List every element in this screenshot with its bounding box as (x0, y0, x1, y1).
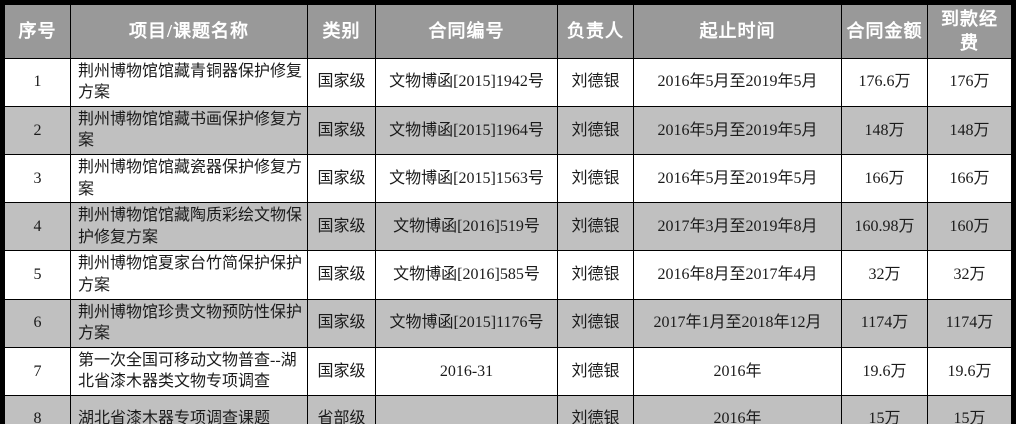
column-header-period: 起止时间 (633, 4, 842, 59)
cell-contract_no: 文物博函[2015]1176号 (375, 298, 558, 348)
column-header-name: 项目/课题名称 (70, 4, 308, 59)
cell-name: 荆州博物馆馆藏陶质彩绘文物保护修复方案 (70, 202, 308, 252)
cell-index: 8 (4, 394, 71, 424)
cell-leader: 刘德银 (557, 250, 634, 300)
cell-received: 148万 (927, 105, 1012, 155)
cell-name: 荆州博物馆珍贵文物预防性保护方案 (70, 298, 308, 348)
cell-contract_no: 文物博函[2016]519号 (375, 202, 558, 252)
column-header-index: 序号 (4, 4, 71, 59)
cell-index: 3 (4, 153, 71, 204)
cell-amount: 32万 (841, 250, 928, 300)
cell-category: 国家级 (307, 250, 376, 300)
cell-amount: 1174万 (841, 298, 928, 348)
cell-contract_no: 2016-31 (375, 346, 558, 396)
cell-contract_no: 文物博函[2015]1563号 (375, 153, 558, 204)
table-row: 3 荆州博物馆馆藏瓷器保护修复方案 国家级 文物博函[2015]1563号 刘德银 201… (4, 153, 1012, 204)
cell-index: 6 (4, 298, 71, 348)
cell-received: 15万 (927, 394, 1012, 424)
cell-leader: 刘德银 (557, 57, 634, 107)
cell-contract_no (375, 394, 558, 424)
column-header-amount: 合同金额 (841, 4, 928, 59)
cell-name: 荆州博物馆馆藏书画保护修复方案 (70, 105, 308, 155)
cell-period: 2017年1月至2018年12月 (633, 298, 842, 348)
cell-contract_no: 文物博函[2016]585号 (375, 250, 558, 300)
cell-name: 湖北省漆木器专项调查课题 (70, 394, 308, 424)
cell-period: 2016年5月至2019年5月 (633, 57, 842, 107)
cell-amount: 176.6万 (841, 57, 928, 107)
cell-category: 国家级 (307, 57, 376, 107)
cell-name: 荆州博物馆馆藏青铜器保护修复方案 (70, 57, 308, 107)
table-row: 1 荆州博物馆馆藏青铜器保护修复方案 国家级 文物博函[2015]1942号 刘德银 20… (4, 57, 1012, 107)
cell-period: 2016年5月至2019年5月 (633, 105, 842, 155)
cell-name: 荆州博物馆夏家台竹简保护保护方案 (70, 250, 308, 300)
cell-contract_no: 文物博函[2015]1942号 (375, 57, 558, 107)
table-row: 7 第一次全国可移动文物普查--湖北省漆木器类文物专项调查 国家级 2016-31 刘德… (4, 346, 1012, 396)
cell-period: 2016年 (633, 346, 842, 396)
column-header-leader: 负责人 (557, 4, 634, 59)
cell-period: 2016年8月至2017年4月 (633, 250, 842, 300)
projects-table: 序号 项目/课题名称 类别 合同编号 负责人 起止时间 合同金额 到款经费 1 荆州博物馆馆藏青… (4, 4, 1012, 424)
cell-amount: 19.6万 (841, 346, 928, 396)
table-row: 8 湖北省漆木器专项调查课题 省部级 刘德银 2016年 15万 15万 (4, 394, 1012, 424)
cell-received: 166万 (927, 153, 1012, 204)
cell-index: 7 (4, 346, 71, 396)
cell-amount: 148万 (841, 105, 928, 155)
cell-category: 国家级 (307, 202, 376, 252)
cell-amount: 160.98万 (841, 202, 928, 252)
cell-received: 160万 (927, 202, 1012, 252)
table-header: 序号 项目/课题名称 类别 合同编号 负责人 起止时间 合同金额 到款经费 (4, 4, 1012, 59)
cell-leader: 刘德银 (557, 394, 634, 424)
cell-index: 2 (4, 105, 71, 155)
cell-period: 2016年 (633, 394, 842, 424)
cell-period: 2017年3月至2019年8月 (633, 202, 842, 252)
cell-category: 国家级 (307, 298, 376, 348)
cell-leader: 刘德银 (557, 202, 634, 252)
cell-received: 176万 (927, 57, 1012, 107)
cell-category: 省部级 (307, 394, 376, 424)
cell-index: 4 (4, 202, 71, 252)
table-row: 4 荆州博物馆馆藏陶质彩绘文物保护修复方案 国家级 文物博函[2016]519号 刘德银… (4, 202, 1012, 252)
cell-index: 1 (4, 57, 71, 107)
cell-category: 国家级 (307, 346, 376, 396)
cell-category: 国家级 (307, 153, 376, 204)
cell-received: 1174万 (927, 298, 1012, 348)
cell-leader: 刘德银 (557, 153, 634, 204)
cell-amount: 166万 (841, 153, 928, 204)
table-body: 1 荆州博物馆馆藏青铜器保护修复方案 国家级 文物博函[2015]1942号 刘德银 20… (4, 57, 1012, 424)
column-header-category: 类别 (307, 4, 376, 59)
cell-category: 国家级 (307, 105, 376, 155)
cell-leader: 刘德银 (557, 105, 634, 155)
cell-received: 19.6万 (927, 346, 1012, 396)
cell-name: 第一次全国可移动文物普查--湖北省漆木器类文物专项调查 (70, 346, 308, 396)
cell-received: 32万 (927, 250, 1012, 300)
cell-name: 荆州博物馆馆藏瓷器保护修复方案 (70, 153, 308, 204)
table-row: 6 荆州博物馆珍贵文物预防性保护方案 国家级 文物博函[2015]1176号 刘德银 20… (4, 298, 1012, 348)
cell-index: 5 (4, 250, 71, 300)
cell-period: 2016年5月至2019年5月 (633, 153, 842, 204)
cell-leader: 刘德银 (557, 346, 634, 396)
table-row: 2 荆州博物馆馆藏书画保护修复方案 国家级 文物博函[2015]1964号 刘德银 201… (4, 105, 1012, 155)
cell-contract_no: 文物博函[2015]1964号 (375, 105, 558, 155)
column-header-received: 到款经费 (927, 4, 1012, 59)
table-row: 5 荆州博物馆夏家台竹简保护保护方案 国家级 文物博函[2016]585号 刘德银 201… (4, 250, 1012, 300)
cell-leader: 刘德银 (557, 298, 634, 348)
cell-amount: 15万 (841, 394, 928, 424)
column-header-contract_no: 合同编号 (375, 4, 558, 59)
header-row: 序号 项目/课题名称 类别 合同编号 负责人 起止时间 合同金额 到款经费 (4, 4, 1012, 59)
